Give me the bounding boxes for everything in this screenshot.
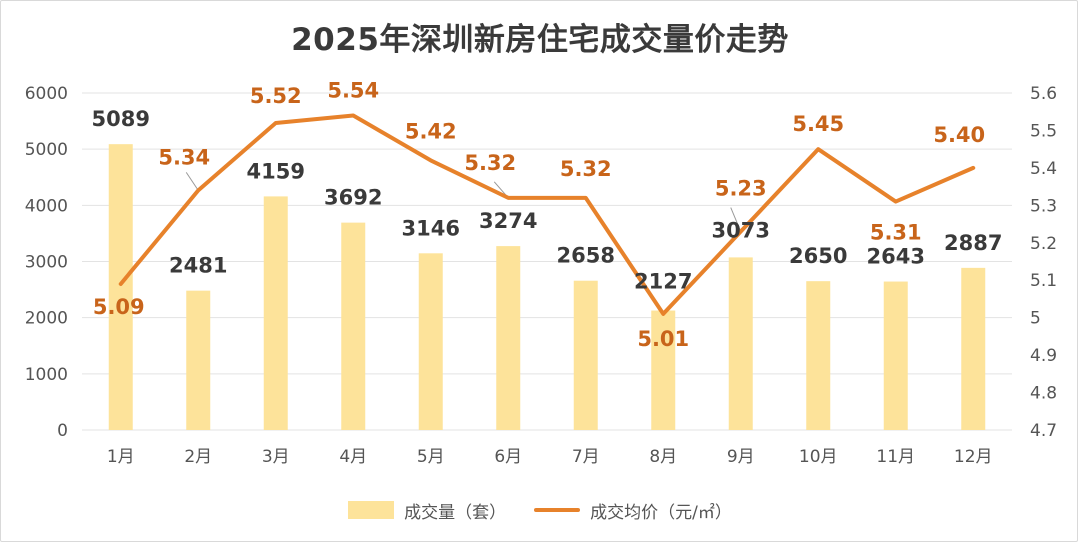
bar-value-label: 3073: [712, 218, 770, 242]
legend-item-price: 成交均价（元/㎡）: [534, 498, 732, 523]
line-value-label: 5.23: [715, 177, 767, 201]
bar: [573, 280, 598, 430]
bar-value-label: 3692: [324, 186, 382, 210]
y-right-tick-label: 4.7: [1030, 421, 1057, 441]
y-right-tick-label: 5.1: [1030, 271, 1057, 291]
x-tick-label: 2月: [184, 447, 212, 467]
bar: [341, 222, 366, 430]
legend-swatch-price: [534, 508, 581, 512]
line-value-label: 5.40: [933, 123, 985, 147]
y-right-tick-label: 5.5: [1030, 121, 1057, 141]
line-value-label: 5.09: [93, 295, 145, 319]
y-right-tick-label: 4.9: [1030, 346, 1057, 366]
bar-value-label: 3274: [479, 209, 537, 233]
x-tick-label: 1月: [107, 447, 135, 467]
line-value-label: 5.45: [792, 112, 844, 136]
bar-value-label: 2127: [634, 270, 692, 294]
bar: [806, 281, 831, 430]
y-left-tick-label: 1000: [25, 365, 68, 385]
bar: [496, 246, 521, 430]
bar-value-label: 2887: [944, 231, 1002, 255]
legend: 成交量（套） 成交均价（元/㎡）: [0, 498, 1080, 523]
y-left-tick-label: 6000: [25, 84, 68, 104]
bar-value-label: 3146: [402, 216, 460, 240]
leader-line: [185, 172, 199, 191]
y-right-tick-label: 5: [1030, 309, 1041, 329]
bar-value-label: 5089: [92, 107, 150, 131]
y-right-tick-label: 5.3: [1030, 196, 1057, 216]
y-left-tick-label: 5000: [25, 140, 68, 160]
line-value-label: 5.01: [637, 327, 689, 351]
line-value-label: 5.54: [327, 78, 379, 102]
bar: [263, 196, 288, 430]
chart-title: 2025年深圳新房住宅成交量价走势: [291, 22, 789, 58]
line-value-label: 5.31: [870, 221, 922, 245]
x-tick-label: 6月: [494, 447, 522, 467]
y-left-tick-label: 2000: [25, 309, 68, 329]
x-tick-label: 5月: [417, 447, 445, 467]
legend-item-volume: 成交量（套）: [348, 498, 506, 523]
legend-swatch-volume: [348, 501, 395, 519]
y-right-tick-label: 5.2: [1030, 234, 1057, 254]
x-tick-label: 7月: [572, 447, 600, 467]
legend-label-volume: 成交量（套）: [404, 502, 507, 523]
bar: [651, 310, 676, 430]
bar: [961, 267, 986, 430]
x-tick-label: 10月: [799, 447, 838, 467]
bar: [883, 281, 908, 430]
bar: [418, 253, 443, 430]
line-value-label: 5.32: [560, 157, 612, 181]
legend-label-price: 成交均价（元/㎡）: [590, 502, 732, 523]
y-right-tick-label: 4.8: [1030, 384, 1057, 404]
line-value-label: 5.52: [250, 84, 302, 108]
bar: [728, 257, 753, 430]
bar-value-label: 2643: [867, 245, 925, 269]
y-right-tick-label: 5.6: [1030, 84, 1057, 104]
bar-value-label: 2481: [169, 254, 227, 278]
line-value-label: 5.32: [464, 151, 516, 175]
bar: [108, 144, 133, 430]
x-tick-label: 4月: [339, 447, 367, 467]
x-tick-label: 11月: [876, 447, 915, 467]
y-left-tick-label: 0: [57, 421, 68, 441]
line-value-label: 5.34: [158, 145, 210, 169]
leader-line: [730, 207, 742, 232]
bar-value-label: 2658: [557, 244, 615, 268]
x-tick-label: 12月: [954, 447, 993, 467]
bar: [186, 290, 211, 430]
price-line: [118, 113, 976, 316]
x-tick-label: 8月: [649, 447, 677, 467]
bar-value-label: 4159: [247, 159, 305, 183]
x-tick-label: 9月: [727, 447, 755, 467]
bar-value-label: 2650: [789, 244, 847, 268]
line-value-label: 5.42: [405, 119, 457, 143]
y-left-tick-label: 4000: [25, 196, 68, 216]
y-right-tick-label: 5.4: [1030, 159, 1057, 179]
x-tick-label: 3月: [262, 447, 290, 467]
y-left-tick-label: 3000: [25, 253, 68, 273]
